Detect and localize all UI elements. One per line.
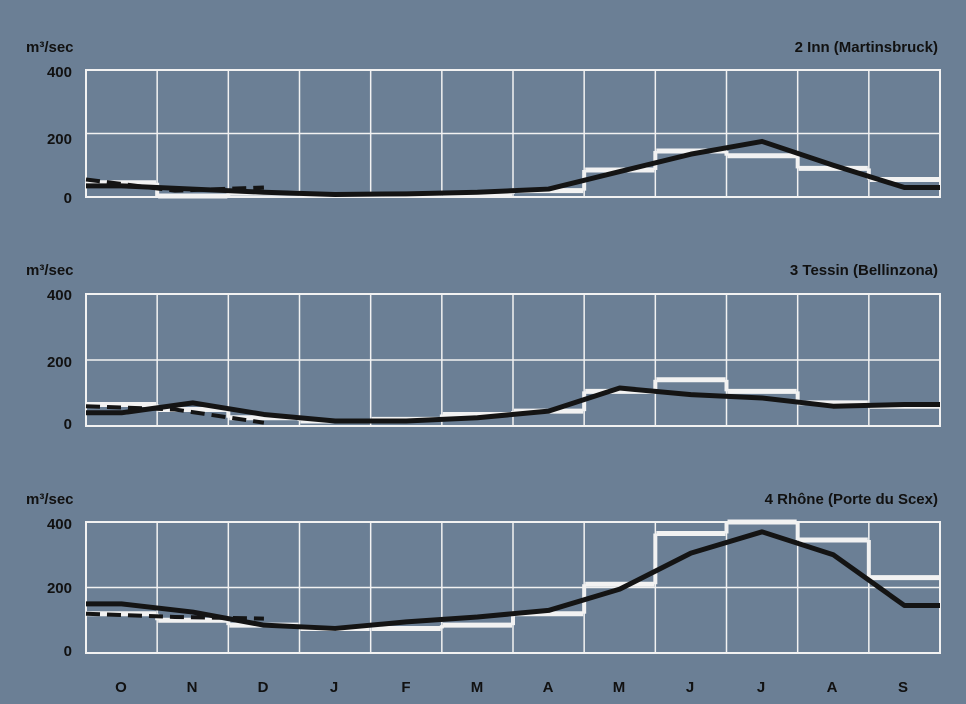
x-tick-label-feb: F (401, 679, 410, 696)
y-tick-label-0: 0 (64, 416, 72, 433)
chart-panel-rhone: m³/sec 4 Rhône (Porte du Scex) 400 200 0 (26, 491, 941, 660)
x-tick-label-apr: A (543, 679, 554, 696)
x-tick-label-oct: O (115, 679, 127, 696)
y-tick-label-0: 0 (64, 190, 72, 207)
y-tick-label-400: 400 (47, 516, 72, 533)
x-tick-label-nov: N (187, 679, 198, 696)
month-axis: O N D J F M A M J J A S (115, 679, 908, 696)
mean-discharge-line (86, 385, 940, 424)
unit-label: m³/sec (26, 39, 74, 56)
y-tick-label-200: 200 (47, 131, 72, 148)
chart-title: 3 Tessin (Bellinzona) (790, 262, 938, 279)
plot-area (85, 69, 941, 199)
x-tick-label-mar: M (471, 679, 484, 696)
x-tick-label-aug: A (827, 679, 838, 696)
x-tick-label-sep: S (898, 679, 908, 696)
x-tick-label-jun: J (686, 679, 694, 696)
mean-discharge-line (86, 138, 940, 197)
y-tick-label-200: 200 (47, 580, 72, 597)
dashed-series-line (85, 404, 265, 425)
unit-label: m³/sec (26, 262, 74, 279)
x-tick-label-dec: D (258, 679, 269, 696)
chart-title: 2 Inn (Martinsbruck) (795, 39, 938, 56)
mean-discharge-line (86, 529, 940, 631)
chart-panel-tessin: m³/sec 3 Tessin (Bellinzona) 400 200 0 (26, 262, 941, 433)
chart-title: 4 Rhône (Porte du Scex) (765, 491, 938, 508)
plot-area (85, 293, 941, 427)
x-tick-label-jan: J (330, 679, 338, 696)
y-tick-label-0: 0 (64, 643, 72, 660)
y-tick-label-400: 400 (47, 64, 72, 81)
y-tick-label-400: 400 (47, 287, 72, 304)
x-tick-label-jul: J (757, 679, 765, 696)
plot-area (85, 519, 941, 654)
x-tick-label-may: M (613, 679, 626, 696)
y-tick-label-200: 200 (47, 354, 72, 371)
unit-label: m³/sec (26, 491, 74, 508)
chart-panel-inn: m³/sec 2 Inn (Martinsbruck) 400 200 0 (26, 39, 941, 207)
